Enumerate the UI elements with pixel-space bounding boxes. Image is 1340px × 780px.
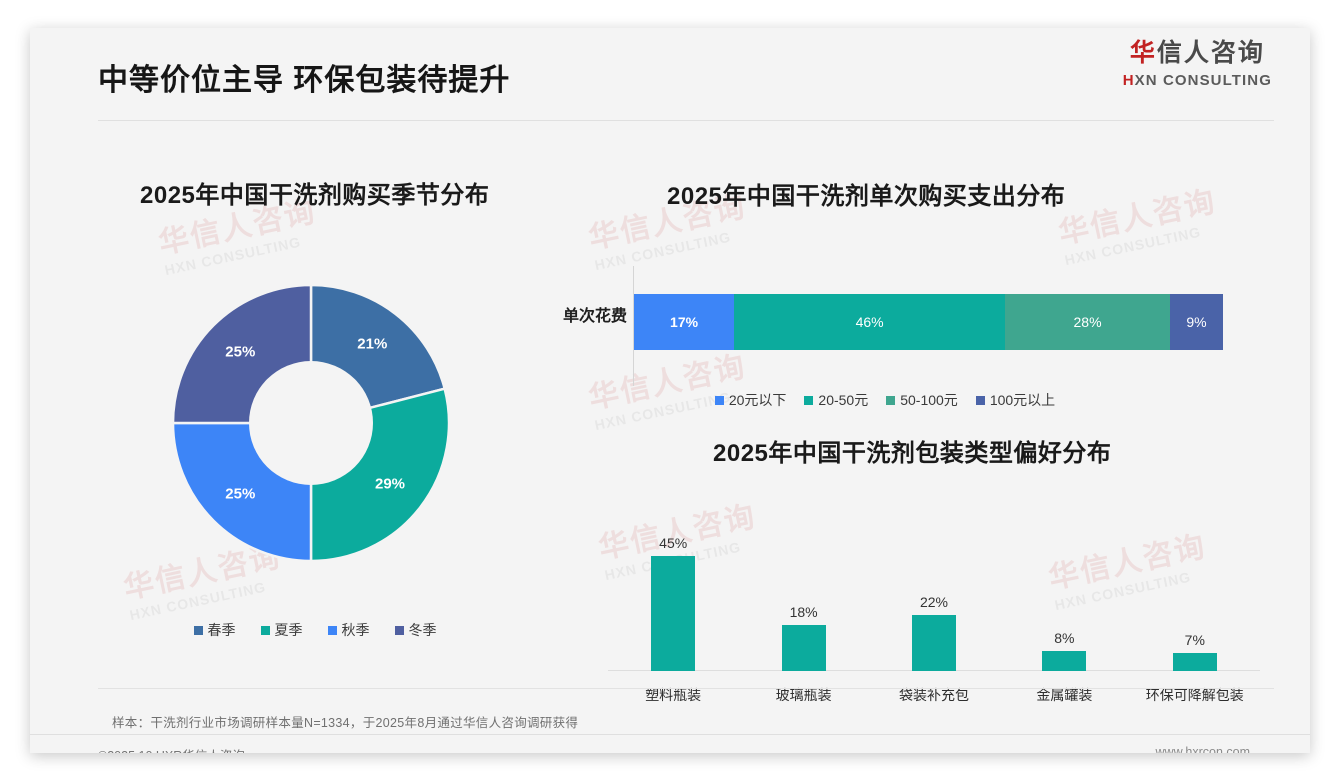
stacked-bar-legend-label: 100元以上 [989, 392, 1056, 408]
donut-legend-label: 夏季 [274, 622, 303, 638]
donut-slice-value: 21% [357, 335, 388, 353]
bar-chart-column[interactable]: 18% [764, 604, 844, 671]
donut-legend-item[interactable]: 春季 [193, 620, 236, 640]
stacked-bar-legend-label: 20元以下 [728, 392, 787, 408]
donut-chart-svg [171, 283, 451, 563]
watermark: 华信人咨询 HXN CONSULTING [1055, 184, 1223, 272]
bar-value-label: 8% [1054, 629, 1075, 646]
legend-swatch-icon [327, 625, 337, 635]
stacked-bar-legend: 20元以下 20-50元 50-100元 100元以上 [535, 390, 1235, 410]
stacked-bar-category-label: 单次花费 [562, 308, 627, 325]
bar-category-label: 塑料瓶装 [645, 687, 702, 703]
footer-divider [30, 734, 1310, 735]
bar-category-label: 玻璃瓶装 [775, 687, 832, 703]
donut-legend: 春季 夏季 秋季 冬季 [135, 620, 495, 640]
bar-value-label: 45% [659, 534, 688, 551]
footnote-divider [98, 688, 1274, 689]
legend-swatch-icon [714, 395, 724, 405]
stacked-bar-chart-title: 2025年中国干洗剂单次购买支出分布 [667, 183, 1066, 210]
logo-char-hua: 华 [1129, 39, 1157, 67]
logo-text-cn: 华信人咨询 [1123, 41, 1272, 66]
stacked-bar-legend-item[interactable]: 20元以下 [714, 390, 787, 410]
stacked-bar-chart: 单次花费 17% 46% 28% 9% [535, 266, 1235, 396]
donut-legend-item[interactable]: 冬季 [394, 620, 437, 640]
legend-swatch-icon [886, 395, 896, 405]
stacked-bar-segment[interactable]: 46% [734, 294, 1006, 350]
bar-category-label: 金属罐装 [1036, 687, 1093, 703]
stacked-bar-axis-line [633, 266, 634, 386]
bar-category-label: 环保可降解包装 [1145, 687, 1244, 703]
legend-swatch-icon [394, 625, 404, 635]
logo-text-cn-rest: 信人咨询 [1156, 39, 1265, 67]
stacked-bar-legend-label: 50-100元 [900, 392, 958, 408]
bar-chart-column[interactable]: 7% [1155, 632, 1235, 671]
bar-chart: 45% 18% 22% 8% 7% 塑料瓶装 玻璃瓶装 袋装补充包 金属罐装 环保可降解包装 [590, 498, 1260, 713]
page-title: 中等价位主导 环保包装待提升 [98, 64, 511, 97]
donut-chart: 21% 29% 25% 25% [135, 263, 495, 598]
donut-legend-item[interactable]: 秋季 [327, 620, 370, 640]
donut-legend-item[interactable]: 夏季 [260, 620, 303, 640]
stacked-bar-track: 17% 46% 28% 9% [634, 294, 1223, 350]
bar-rect[interactable] [781, 624, 826, 671]
bar-rect[interactable] [912, 614, 956, 671]
bar-category-label: 袋装补充包 [899, 687, 969, 703]
bar-chart-title: 2025年中国干洗剂包装类型偏好分布 [713, 440, 1112, 467]
footer-website: www.hxrcon.com [1155, 745, 1250, 753]
legend-swatch-icon [193, 625, 203, 635]
bar-chart-column[interactable]: 22% [894, 594, 974, 671]
bar-value-label: 18% [789, 603, 818, 620]
footer-copyright: ©2025.10 HXR华信人咨询 [98, 745, 245, 753]
donut-legend-label: 春季 [207, 622, 236, 638]
slide-canvas: 华信人咨询 HXN CONSULTING 华信人咨询 HXN CONSULTIN… [30, 28, 1310, 753]
bar-rect[interactable] [1042, 650, 1087, 671]
stacked-bar-legend-item[interactable]: 20-50元 [804, 390, 868, 410]
stacked-bar-legend-item[interactable]: 50-100元 [886, 390, 958, 410]
company-logo: 华信人咨询 HXN CONSULTING [1123, 41, 1272, 89]
donut-legend-label: 冬季 [408, 622, 437, 638]
legend-swatch-icon [975, 395, 985, 405]
logo-char-h: H [1122, 72, 1135, 89]
header-divider [98, 120, 1274, 121]
donut-hole [249, 361, 373, 485]
donut-chart-title: 2025年中国干洗剂购买季节分布 [140, 182, 490, 209]
bar-value-label: 22% [919, 593, 949, 610]
donut-slice-value: 29% [374, 475, 406, 493]
stacked-bar-segment[interactable]: 9% [1169, 294, 1223, 350]
legend-swatch-icon [260, 625, 270, 635]
bar-chart-column[interactable]: 45% [633, 535, 713, 671]
slide-footer: ©2025.10 HXR华信人咨询 www.hxrcon.com [30, 735, 1310, 753]
logo-text-en: HXN CONSULTING [1123, 73, 1272, 88]
stacked-bar-legend-item[interactable]: 100元以上 [975, 390, 1056, 410]
bar-rect[interactable] [1172, 653, 1217, 671]
stacked-bar-segment[interactable]: 17% [634, 294, 735, 350]
donut-slice-value: 25% [225, 485, 256, 503]
logo-text-en-rest: XN CONSULTING [1134, 72, 1272, 89]
footnote-text: 样本：干洗剂行业市场调研样本量N=1334，于2025年8月通过华信人咨询调研获… [112, 716, 579, 730]
slide-header: 中等价位主导 环保包装待提升 华信人咨询 HXN CONSULTING [30, 28, 1310, 120]
donut-slice-value: 25% [225, 343, 256, 361]
watermark-en: HXN CONSULTING [1063, 223, 1203, 269]
watermark-cn: 华信人咨询 [1055, 184, 1220, 251]
stacked-bar-segment[interactable]: 28% [1005, 294, 1170, 350]
bar-rect[interactable] [651, 555, 696, 671]
stacked-bar-legend-label: 20-50元 [818, 392, 869, 408]
bar-chart-column[interactable]: 8% [1024, 630, 1104, 671]
bar-value-label: 7% [1184, 632, 1205, 649]
legend-swatch-icon [804, 395, 814, 405]
donut-legend-label: 秋季 [341, 622, 370, 638]
